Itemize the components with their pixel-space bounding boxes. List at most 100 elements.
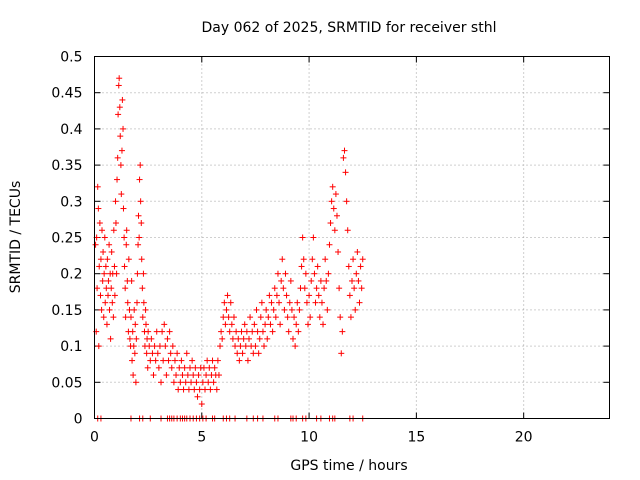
y-tick-label: 0.05 xyxy=(51,375,82,391)
data-point xyxy=(147,357,154,364)
data-point xyxy=(277,321,284,328)
data-point xyxy=(257,314,264,321)
data-point xyxy=(332,191,339,198)
data-point xyxy=(333,212,340,219)
data-point xyxy=(122,285,129,292)
data-point xyxy=(246,335,252,342)
data-point xyxy=(179,372,186,379)
data-point xyxy=(135,212,142,219)
data-point xyxy=(237,343,244,350)
data-point xyxy=(326,241,333,248)
data-point xyxy=(109,299,116,306)
y-axis-label: SRMTID / TECUs xyxy=(8,181,24,294)
data-point xyxy=(128,277,135,284)
data-point xyxy=(327,220,334,227)
data-point xyxy=(289,335,296,342)
data-point xyxy=(236,357,243,364)
data-point xyxy=(302,270,309,277)
data-point xyxy=(272,314,279,321)
data-point xyxy=(329,183,336,190)
data-point xyxy=(265,314,272,321)
data-point xyxy=(292,343,299,350)
data-point xyxy=(315,292,322,299)
data-point xyxy=(316,314,323,321)
data-point xyxy=(112,198,119,205)
chart-title: Day 062 of 2025, SRMTID for receiver sth… xyxy=(202,20,497,36)
data-point xyxy=(219,335,226,342)
data-point xyxy=(107,335,114,342)
data-point xyxy=(217,343,224,350)
data-point xyxy=(222,321,229,328)
data-point xyxy=(99,277,106,284)
data-point xyxy=(256,335,263,342)
data-point xyxy=(129,328,136,335)
data-point xyxy=(108,248,115,255)
y-tick-label: 0.3 xyxy=(60,194,82,210)
data-point xyxy=(357,263,364,270)
data-point xyxy=(134,270,141,277)
data-point xyxy=(239,350,246,357)
data-point xyxy=(317,277,324,284)
data-point xyxy=(111,263,118,270)
data-point xyxy=(140,299,147,306)
data-point xyxy=(131,350,138,357)
data-point xyxy=(221,299,228,306)
data-point xyxy=(116,104,123,111)
data-point xyxy=(312,299,319,306)
data-point xyxy=(311,270,318,277)
data-point xyxy=(152,357,159,364)
data-point xyxy=(268,299,275,306)
data-point xyxy=(300,256,307,263)
data-point xyxy=(138,256,145,263)
data-point xyxy=(215,372,222,379)
data-point xyxy=(235,335,242,342)
data-point xyxy=(96,220,103,227)
data-point xyxy=(169,343,176,350)
data-point xyxy=(102,299,109,306)
data-point xyxy=(118,191,125,198)
data-point xyxy=(253,306,260,313)
data-point xyxy=(225,314,232,321)
data-point xyxy=(340,154,347,161)
data-point xyxy=(258,299,265,306)
data-point xyxy=(223,306,230,313)
data-point xyxy=(158,379,165,386)
data-point xyxy=(194,393,201,400)
data-point xyxy=(162,343,169,350)
x-axis-label: GPS time / hours xyxy=(290,458,407,474)
data-point xyxy=(178,357,185,364)
data-point xyxy=(145,328,152,335)
data-point xyxy=(171,357,178,364)
data-point xyxy=(273,292,280,299)
data-point xyxy=(100,248,107,255)
data-point xyxy=(174,350,181,357)
data-point xyxy=(101,270,108,277)
data-point xyxy=(188,379,195,386)
data-point xyxy=(196,386,203,393)
data-point xyxy=(207,386,214,393)
data-point xyxy=(276,299,283,306)
data-point xyxy=(133,335,140,342)
data-point xyxy=(314,263,321,270)
data-point xyxy=(343,198,350,205)
data-point xyxy=(322,256,329,263)
data-point xyxy=(180,386,187,393)
data-point xyxy=(337,314,344,321)
data-point xyxy=(149,350,156,357)
data-point xyxy=(129,357,136,364)
data-point xyxy=(307,314,314,321)
data-point xyxy=(139,314,146,321)
data-point xyxy=(324,306,331,313)
data-point xyxy=(100,314,107,321)
data-point xyxy=(255,350,262,357)
x-tick-label: 5 xyxy=(197,430,206,446)
data-point xyxy=(335,248,342,255)
data-point xyxy=(189,357,196,364)
data-point xyxy=(293,321,300,328)
data-point xyxy=(286,299,293,306)
data-point xyxy=(278,277,285,284)
data-point xyxy=(143,321,149,328)
data-point xyxy=(155,364,162,371)
data-point xyxy=(113,270,120,277)
data-point xyxy=(191,386,198,393)
